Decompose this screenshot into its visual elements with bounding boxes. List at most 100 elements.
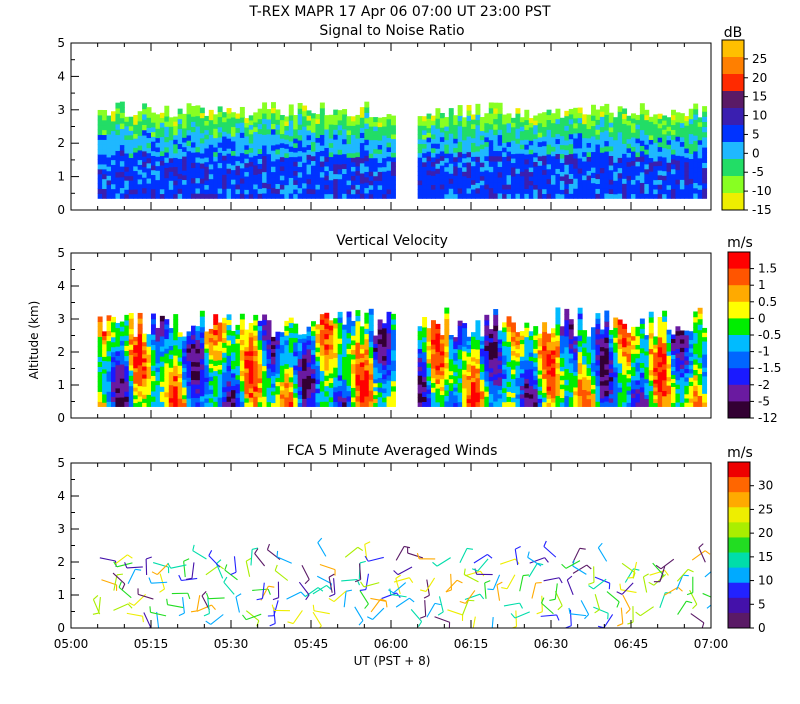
field-cell	[111, 396, 116, 401]
field-cell	[564, 169, 569, 174]
field-cell	[155, 332, 160, 337]
field-cell	[569, 159, 574, 164]
field-cell	[418, 380, 423, 385]
field-cell	[373, 162, 378, 167]
field-cell	[240, 401, 245, 407]
field-cell	[138, 116, 143, 121]
field-cell	[542, 117, 547, 122]
field-cell	[307, 331, 312, 336]
field-cell	[444, 341, 449, 347]
field-cell	[635, 358, 640, 363]
field-cell	[169, 389, 174, 394]
field-cell	[662, 194, 667, 199]
field-cell	[275, 365, 280, 370]
field-cell	[209, 381, 214, 386]
field-cell	[342, 119, 347, 124]
field-cell	[289, 323, 294, 328]
field-cell	[98, 401, 103, 406]
field-cell	[369, 135, 374, 140]
field-cell	[151, 146, 156, 151]
field-cell	[675, 349, 680, 354]
field-cell	[227, 381, 232, 387]
field-cell	[111, 347, 116, 352]
field-cell	[249, 402, 254, 407]
field-cell	[124, 176, 129, 181]
field-cell	[173, 130, 178, 135]
field-cell	[684, 175, 689, 180]
field-cell	[124, 167, 129, 172]
field-cell	[164, 377, 169, 382]
field-cell	[595, 396, 600, 402]
field-cell	[378, 140, 383, 145]
field-cell	[347, 312, 352, 318]
field-cell	[449, 158, 454, 164]
field-cell	[342, 114, 347, 119]
field-cell	[622, 128, 627, 133]
field-cell	[173, 335, 178, 341]
field-cell	[578, 319, 583, 325]
field-cell	[467, 395, 472, 399]
field-cell	[560, 326, 565, 331]
field-cell	[133, 143, 138, 148]
field-cell	[595, 381, 600, 387]
field-cell	[235, 361, 240, 366]
field-cell	[107, 166, 112, 171]
field-cell	[338, 396, 343, 402]
field-cell	[275, 402, 280, 407]
field-cell	[573, 348, 578, 352]
field-cell	[200, 148, 205, 154]
field-cell	[120, 359, 125, 364]
field-cell	[364, 112, 369, 118]
field-cell	[435, 153, 440, 159]
field-cell	[275, 361, 280, 366]
field-cell	[111, 392, 116, 397]
field-cell	[502, 156, 507, 161]
field-cell	[129, 180, 134, 185]
field-cell	[698, 122, 703, 127]
field-cell	[587, 344, 592, 348]
y-tick-label: 3	[57, 312, 65, 326]
field-cell	[515, 332, 520, 337]
field-cell	[391, 189, 396, 194]
field-cell	[191, 348, 196, 353]
field-cell	[173, 189, 178, 194]
field-cell	[520, 377, 525, 382]
field-cell	[360, 340, 365, 345]
field-cell	[684, 394, 689, 399]
field-cell	[315, 324, 320, 329]
field-cell	[347, 385, 352, 391]
field-cell	[702, 363, 707, 368]
field-cell	[120, 128, 125, 134]
field-cell	[129, 135, 134, 140]
field-cell	[102, 373, 107, 378]
field-cell	[302, 370, 307, 375]
field-cell	[422, 342, 427, 347]
field-cell	[484, 320, 489, 326]
field-cell	[347, 370, 352, 376]
field-cell	[124, 315, 129, 321]
field-cell	[382, 171, 387, 176]
field-cell	[435, 113, 440, 119]
field-cell	[360, 158, 365, 164]
field-cell	[604, 343, 609, 349]
field-cell	[458, 383, 463, 388]
field-cell	[547, 342, 552, 347]
field-cell	[115, 393, 120, 398]
field-cell	[604, 141, 609, 147]
field-cell	[204, 162, 209, 167]
field-cell	[582, 161, 587, 166]
field-cell	[618, 127, 623, 133]
field-cell	[418, 121, 423, 126]
field-cell	[547, 334, 552, 339]
field-cell	[475, 146, 480, 152]
field-cell	[382, 122, 387, 127]
field-cell	[573, 143, 578, 149]
field-cell	[493, 103, 498, 109]
field-cell	[551, 132, 556, 137]
field-cell	[467, 115, 472, 121]
field-cell	[582, 330, 587, 335]
field-cell	[182, 399, 187, 403]
field-cell	[280, 184, 285, 189]
field-cell	[702, 398, 707, 403]
field-cell	[693, 343, 698, 349]
